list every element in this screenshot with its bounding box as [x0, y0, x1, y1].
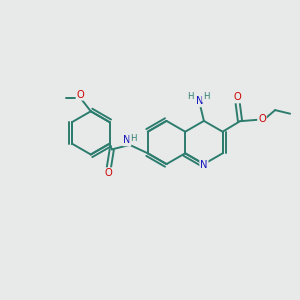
Text: O: O [258, 114, 266, 124]
Text: H: H [203, 92, 209, 101]
Text: N: N [200, 160, 208, 170]
Text: H: H [187, 92, 194, 101]
Text: N: N [123, 135, 130, 146]
Text: N: N [196, 96, 203, 106]
Text: O: O [234, 92, 242, 103]
Text: O: O [76, 90, 84, 100]
Text: H: H [130, 134, 136, 143]
Text: O: O [105, 168, 113, 178]
